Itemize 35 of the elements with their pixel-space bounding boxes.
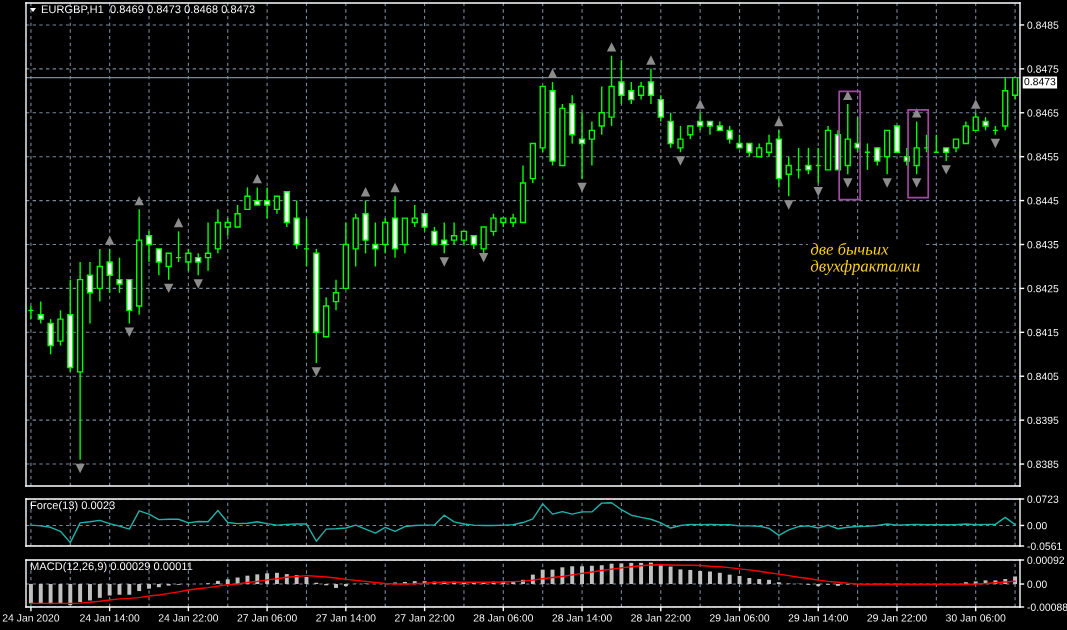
chart-title: EURGBP,H1 0.8469 0.8473 0.8468 0.8473 xyxy=(41,5,255,15)
x-tick-label: 29 Jan 14:00 xyxy=(788,614,848,622)
chart-title: MACD(12,26,9) 0.00029 0.00011 xyxy=(30,562,193,573)
x-tick-label: 28 Jan 22:00 xyxy=(631,614,691,622)
x-tick-label: 28 Jan 14:00 xyxy=(552,614,612,622)
x-tick-label: 24 Jan 22:00 xyxy=(158,614,219,622)
x-tick-label: 27 Jan 06:00 xyxy=(237,614,297,622)
y-tick-label: 0.8395 xyxy=(1027,416,1059,425)
y-tick-label: 0.8475 xyxy=(1027,65,1059,73)
y-tick-label: 0.00092 xyxy=(1027,556,1065,564)
x-tick-label: 30 Jan 06:00 xyxy=(945,614,1006,622)
y-tick-label: -0.0561 xyxy=(1027,542,1062,550)
y-tick-label: 0.8385 xyxy=(1027,460,1059,468)
x-tick-label: 29 Jan 22:00 xyxy=(867,614,927,622)
ref-line-label: 0.8473 xyxy=(1024,77,1056,86)
x-tick-label: 29 Jan 06:00 xyxy=(709,614,770,622)
y-tick-label: 0.8425 xyxy=(1027,284,1059,293)
y-tick-label: 0.8485 xyxy=(1027,21,1059,29)
chart-title: Force(13) 0.0023 xyxy=(30,501,115,512)
x-tick-label: 24 Jan 2020 xyxy=(2,614,60,622)
x-tick-label: 28 Jan 06:00 xyxy=(473,614,534,622)
annotation: две бычьих двухфракталки xyxy=(810,242,920,276)
y-tick-label: 0.8405 xyxy=(1027,372,1059,381)
y-tick-label: 0.0723 xyxy=(1027,495,1059,503)
y-tick-label: 0.8445 xyxy=(1027,197,1059,205)
y-tick-label: 0.00 xyxy=(1027,580,1047,588)
y-tick-label: 0.8435 xyxy=(1027,241,1059,249)
y-tick-label: 0.00 xyxy=(1027,521,1047,530)
y-tick-label: 0.8415 xyxy=(1027,328,1059,337)
y-tick-label: -0.00088 xyxy=(1027,603,1067,611)
x-tick-label: 24 Jan 14:00 xyxy=(80,614,140,622)
x-tick-label: 27 Jan 22:00 xyxy=(394,614,455,622)
y-tick-label: 0.8455 xyxy=(1027,153,1059,161)
x-tick-label: 27 Jan 14:00 xyxy=(316,614,376,622)
y-tick-label: 0.8465 xyxy=(1027,109,1059,117)
